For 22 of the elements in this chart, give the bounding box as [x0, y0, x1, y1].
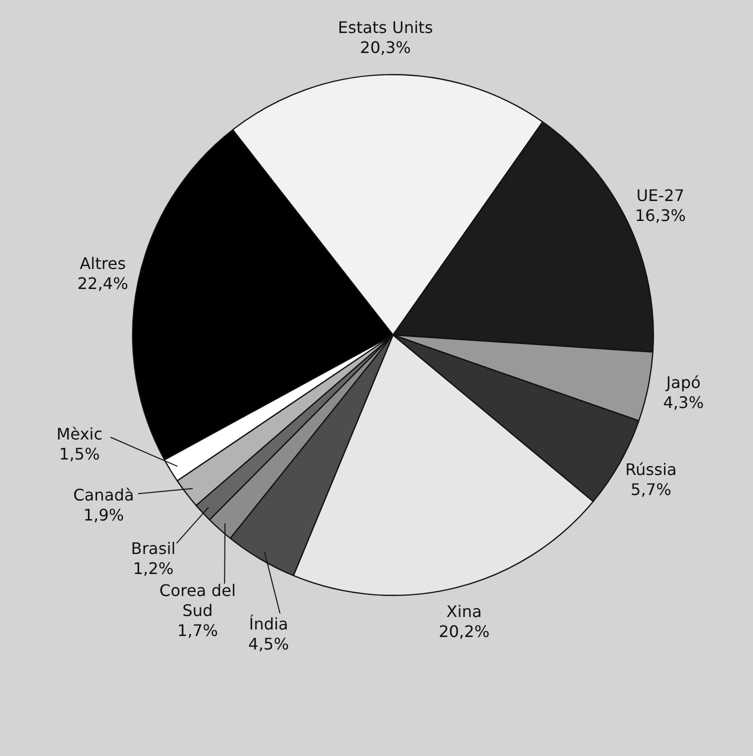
slice-label: Rússia [625, 460, 677, 480]
data-label: 1,2% [132, 559, 174, 578]
data-label: 4,5% [248, 634, 289, 654]
data-label: 16,3% [634, 206, 686, 226]
data-label: 5,7% [630, 480, 672, 500]
slice-label: Canadà [73, 486, 134, 505]
slice-label: Corea del Sud [159, 581, 236, 620]
data-label: 20,2% [438, 622, 490, 641]
data-label: 20,3% [360, 38, 411, 57]
data-label: 4,3% [663, 393, 704, 412]
data-label: 1,9% [83, 506, 124, 525]
slice-label: Índia [248, 614, 288, 634]
data-label: 22,4% [77, 274, 128, 294]
slice-label: Altres [80, 254, 126, 274]
slice-label: UE-27 [636, 186, 684, 206]
data-label: 1,7% [177, 621, 218, 640]
slice-label: Estats Units [338, 18, 434, 37]
slice-label: Mèxic [56, 424, 103, 444]
slice-label: Xina [446, 602, 482, 621]
slice-label: Japó [665, 373, 701, 392]
data-label: 1,5% [59, 444, 100, 464]
slice-label: Brasil [130, 539, 176, 558]
